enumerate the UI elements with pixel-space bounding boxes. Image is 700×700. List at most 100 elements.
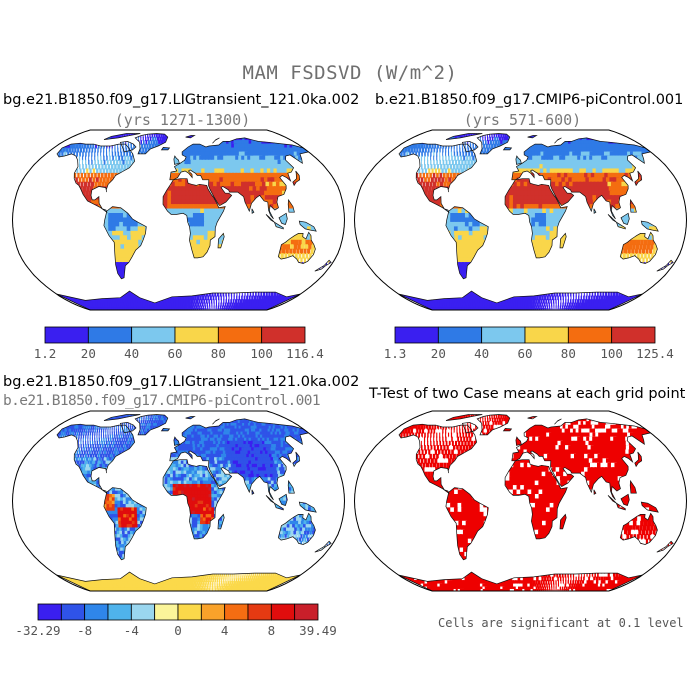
- panel1-title: bg.e21.B1850.f09_g17.LIGtransient_121.0k…: [3, 92, 360, 108]
- colorbar-tick-label: 80: [210, 346, 226, 361]
- coast-srilanka: [593, 208, 597, 214]
- coast-namerica: [56, 142, 136, 214]
- colorbar-tick-label: 20: [80, 346, 96, 361]
- coast-arctic_islands: [445, 133, 483, 140]
- colorbar-tick-label: 116.4: [286, 346, 324, 361]
- coast-africa: [504, 459, 568, 540]
- map-panel-ttest: [353, 410, 688, 592]
- colorbar-tick-label: 8: [267, 623, 276, 638]
- colorbar-swatch: [437, 326, 483, 344]
- coast-greenland: [476, 133, 511, 155]
- colorbar-swatch: [394, 326, 439, 344]
- colorbar-swatch: [177, 603, 202, 621]
- colorbar-tick-label: -4: [123, 623, 139, 638]
- coast-uk: [515, 155, 522, 165]
- coast-nz: [314, 540, 332, 553]
- colorbar-tick-label: 40: [124, 346, 140, 361]
- colorbar-tick-label: 60: [517, 346, 533, 361]
- colorbar-swatch: [37, 603, 62, 621]
- panel3-subtitle: b.e21.B1850.f09_g17.CMIP6-piControl.001: [3, 393, 321, 409]
- coast-eurasia: [511, 418, 652, 501]
- colorbar-tick-label: 39.49: [299, 623, 337, 638]
- coast-svalbard: [527, 135, 538, 139]
- coast-arctic_islands: [445, 414, 483, 421]
- colorbar-tick-label: 40: [474, 346, 490, 361]
- coast-australia: [619, 512, 658, 545]
- map-panel-picontrol: [353, 129, 688, 311]
- coast-baffin: [461, 141, 479, 153]
- significance-note: Cells are significant at 0.1 level: [438, 616, 684, 630]
- panel3-title: bg.e21.B1850.f09_g17.LIGtransient_121.0k…: [3, 374, 360, 390]
- coast-novaya: [554, 137, 562, 144]
- colorbar-swatch: [567, 326, 613, 344]
- colorbar-swatch: [294, 603, 319, 621]
- coast-australia: [277, 231, 316, 264]
- colorbar-swatch: [44, 326, 89, 344]
- coast-iceland: [502, 147, 513, 151]
- colorbar-tick-label: 4: [220, 623, 229, 638]
- colorbar-swatch: [224, 603, 249, 621]
- colorbar-swatch: [611, 326, 656, 344]
- colorbar-tick-label: 80: [560, 346, 576, 361]
- coast-greenland: [134, 414, 169, 436]
- coast-baffin: [119, 141, 137, 153]
- coast-antarctica: [398, 571, 643, 592]
- colorbar-swatch: [524, 326, 569, 344]
- coastlines: [398, 133, 674, 311]
- coast-indonesia: [265, 495, 284, 511]
- coast-baffin: [119, 422, 137, 434]
- map-border: [353, 129, 688, 311]
- coast-iceland: [160, 428, 171, 432]
- panel2-subtitle: (yrs 571-600): [463, 111, 582, 129]
- coast-indonesia: [265, 214, 284, 230]
- colorbar-swatch: [60, 603, 86, 621]
- coast-philippines: [629, 198, 637, 213]
- coast-nz: [656, 259, 674, 272]
- coast-uk: [173, 436, 180, 446]
- coast-japan: [292, 170, 301, 187]
- colorbar-swatch: [154, 603, 179, 621]
- coast-svalbard: [527, 416, 538, 420]
- coast-eurasia: [169, 418, 310, 501]
- coast-newguinea: [298, 501, 317, 513]
- coast-borneo: [620, 493, 630, 506]
- coast-greenland: [134, 133, 169, 155]
- coast-namerica: [56, 423, 136, 495]
- panel1-subtitle: (yrs 1271-1300): [114, 111, 251, 129]
- colorbar-tick-label: 0: [174, 623, 182, 638]
- coast-philippines: [287, 479, 295, 494]
- coast-australia: [619, 231, 658, 264]
- colorbar-tick-label: 1.2: [33, 346, 57, 361]
- coast-eurasia: [169, 137, 310, 220]
- map-border: [11, 410, 346, 592]
- coastlines: [56, 133, 332, 311]
- coast-japan: [634, 451, 643, 468]
- coast-madagascar: [559, 513, 567, 530]
- colorbar-swatch: [200, 603, 226, 621]
- panel4-title: T-Test of two Case means at each grid po…: [369, 386, 686, 402]
- coast-madagascar: [559, 232, 567, 249]
- coast-uk: [515, 436, 522, 446]
- coast-antarctica: [398, 290, 643, 311]
- coast-svalbard: [185, 135, 196, 139]
- coast-novaya: [554, 418, 562, 425]
- coast-nz: [656, 540, 674, 553]
- coast-antarctica: [56, 571, 301, 592]
- coast-borneo: [620, 212, 630, 225]
- map-border: [353, 410, 688, 592]
- coast-srilanka: [251, 489, 255, 495]
- coastlines: [398, 414, 674, 592]
- colorbar-panel3: [37, 603, 319, 621]
- colorbar-swatch: [270, 603, 296, 621]
- coast-samerica: [445, 206, 489, 280]
- panel2-title: b.e21.B1850.f09_g17.CMIP6-piControl.001: [375, 92, 684, 108]
- colorbar-swatch: [107, 603, 132, 621]
- colorbar-swatch: [130, 603, 156, 621]
- coast-greenland: [476, 414, 511, 436]
- colorbar-swatch: [261, 326, 306, 344]
- coast-baffin: [461, 422, 479, 434]
- coast-madagascar: [217, 513, 225, 530]
- colorbar-tick-label: 20: [430, 346, 446, 361]
- coast-uk: [173, 155, 180, 165]
- coast-iceland: [502, 428, 513, 432]
